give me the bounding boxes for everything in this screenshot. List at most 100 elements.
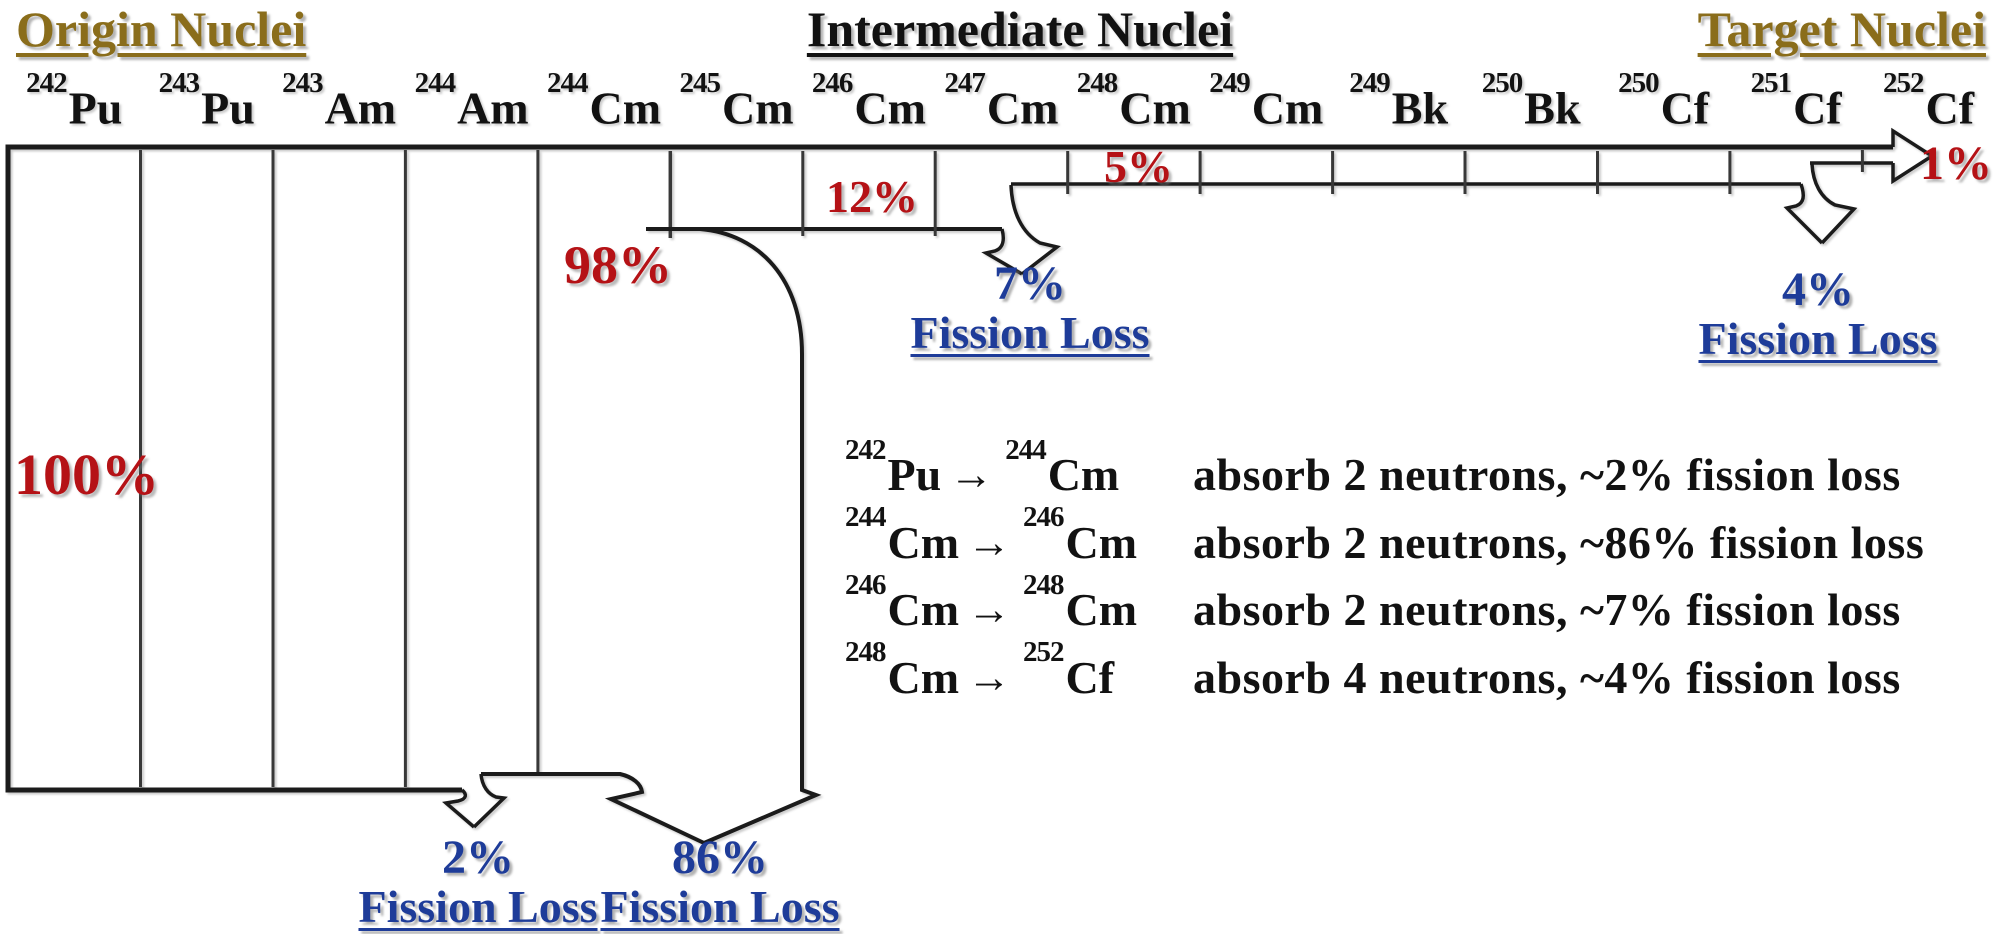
right-arrow-icon: →	[967, 652, 1012, 702]
reaction-from: 246Cm	[845, 568, 960, 636]
nuclide-mass: 244	[414, 67, 456, 99]
flow-percent-98: 98%	[564, 235, 672, 295]
origin-nuclei-heading: Origin Nuclei	[16, 1, 307, 57]
main-flow-channel-outline	[5, 144, 1893, 793]
target-nuclei-heading: Target Nuclei	[1697, 1, 1986, 57]
nuclide-mass: 242	[26, 67, 67, 99]
nuclide-label: 244Cm	[547, 69, 662, 134]
nuclide-mass: 252	[1882, 67, 1924, 99]
fission-loss-percent: 4%	[1782, 263, 1854, 316]
nuclide-label: 246Cm	[812, 69, 926, 134]
fission-loss-caption: Fission Loss	[358, 880, 598, 932]
reaction-row: 244Cm → 246Cm absorb 2 neutrons, ~86% fi…	[845, 501, 1925, 577]
right-arrow-icon: →	[949, 450, 994, 500]
fission-loss-2pct: 2% Fission Loss	[358, 831, 598, 932]
nuclide-symbol: Cf	[1793, 82, 1842, 134]
fission-loss-caption: Fission Loss	[1698, 312, 1938, 364]
flow-percent-12: 12%	[826, 171, 918, 222]
reaction-from: 248Cm	[845, 636, 960, 703]
loss-arrow-7pct	[981, 184, 1061, 276]
intermediate-nuclei-heading: Intermediate Nuclei	[806, 1, 1234, 57]
nuclide-label: 250Cf	[1618, 69, 1710, 134]
reaction-from: 242Pu	[845, 433, 942, 501]
nuclide-label: 245Cm	[679, 69, 794, 134]
nuclide-symbol: Bk	[1391, 82, 1449, 134]
split-curve-98pct	[699, 227, 822, 845]
nuclide-label: 243Am	[282, 69, 397, 134]
reaction-row: 246Cm → 248Cm absorb 2 neutrons, ~7% fis…	[845, 568, 1924, 644]
nuclide-symbol: Cf	[1925, 82, 1975, 134]
reaction-from: 244Cm	[845, 501, 960, 568]
reaction-description: absorb 2 neutrons, ~2% fission loss	[1193, 449, 1901, 501]
nuclide-label: 248Cm	[1077, 69, 1191, 134]
nuclide-symbol: Am	[457, 82, 529, 134]
reaction-equation: 244Cm → 246Cm	[845, 501, 1193, 569]
reaction-row: 242Pu → 244Cm absorb 2 neutrons, ~2% fis…	[845, 433, 1924, 509]
nuclide-label: 243Pu	[159, 69, 255, 134]
fission-loss-4pct: 4% Fission Loss	[1698, 263, 1938, 364]
nuclide-mass: 251	[1750, 67, 1792, 99]
nuclide-symbol: Cm	[1251, 82, 1324, 134]
nuclide-label: 247Cm	[944, 69, 1059, 134]
fission-loss-percent: 2%	[442, 831, 514, 884]
reaction-to: 248Cm	[1023, 568, 1138, 636]
reaction-description: absorb 4 neutrons, ~4% fission loss	[1193, 651, 1901, 703]
nuclide-mass: 244	[546, 67, 588, 99]
nuclide-mass: 248	[1076, 67, 1118, 99]
nuclide-symbol: Cm	[986, 82, 1059, 134]
nuclide-symbol: Cm	[721, 82, 794, 134]
nuclide-symbol: Am	[324, 82, 397, 134]
reaction-legend: 242Pu → 244Cm absorb 2 neutrons, ~2% fis…	[845, 433, 1925, 712]
reaction-description: absorb 2 neutrons, ~7% fission loss	[1193, 584, 1901, 636]
nuclide-symbol: Cm	[1119, 82, 1191, 134]
nuclide-symbol: Bk	[1524, 82, 1581, 134]
fission-loss-percent: 86%	[672, 831, 768, 884]
nuclide-symbol: Cm	[589, 82, 662, 134]
loss-arrow-4pct	[1783, 163, 1858, 245]
nuclide-label: 249Bk	[1349, 69, 1449, 134]
reaction-to: 244Cm	[1005, 433, 1120, 501]
funnel-86pct-left-jaw	[481, 772, 705, 845]
nuclide-label: 249Cm	[1209, 69, 1324, 134]
reaction-to: 246Cm	[1023, 501, 1138, 568]
output-arrow-1pct	[1810, 127, 1936, 185]
nuclide-label: 252Cf	[1883, 69, 1975, 134]
nuclide-mass: 247	[944, 67, 985, 99]
fission-loss-86pct: 86% Fission Loss	[600, 831, 840, 932]
flow-percent-initial: 100%	[14, 442, 159, 507]
reaction-equation: 248Cm → 252Cf	[845, 636, 1193, 704]
nuclide-mass: 243	[282, 67, 323, 99]
nuclide-mass: 246	[811, 67, 853, 99]
nuclide-mass: 245	[679, 67, 720, 99]
nuclide-label: 244Am	[415, 69, 529, 134]
reaction-description: absorb 2 neutrons, ~86% fission loss	[1193, 516, 1925, 568]
loss-arrow-2pct	[442, 773, 508, 829]
column-tick	[801, 151, 937, 236]
nuclide-mass: 243	[158, 67, 200, 99]
flow-percent-final: 1%	[1920, 137, 1992, 190]
right-arrow-icon: →	[967, 517, 1012, 567]
nuclide-symbol: Cf	[1660, 82, 1710, 134]
nuclide-symbol: Cm	[854, 82, 926, 134]
nuclide-mass: 250	[1618, 67, 1659, 99]
fission-loss-caption: Fission Loss	[600, 880, 840, 932]
nuclide-symbol: Pu	[68, 82, 123, 134]
fission-loss-7pct: 7% Fission Loss	[910, 257, 1150, 358]
flow-percent-5: 5%	[1104, 141, 1173, 192]
nuclide-mass: 249	[1209, 67, 1250, 99]
reaction-row: 248Cm → 252Cf absorb 4 neutrons, ~4% fis…	[845, 636, 1924, 712]
fission-loss-percent: 7%	[994, 257, 1066, 310]
nuclide-symbol: Pu	[201, 82, 255, 134]
nuclide-label: 251Cf	[1751, 69, 1842, 134]
reaction-to: 252Cf	[1023, 636, 1115, 703]
reaction-equation: 242Pu → 244Cm	[845, 433, 1193, 501]
right-arrow-icon: →	[967, 585, 1012, 635]
nuclide-mass: 249	[1349, 67, 1390, 99]
column-tick	[1066, 151, 1732, 194]
reaction-equation: 246Cm → 248Cm	[845, 568, 1193, 636]
fission-loss-caption: Fission Loss	[910, 306, 1150, 358]
nuclide-label: 250Bk	[1482, 69, 1581, 134]
nuclide-mass: 250	[1481, 67, 1523, 99]
